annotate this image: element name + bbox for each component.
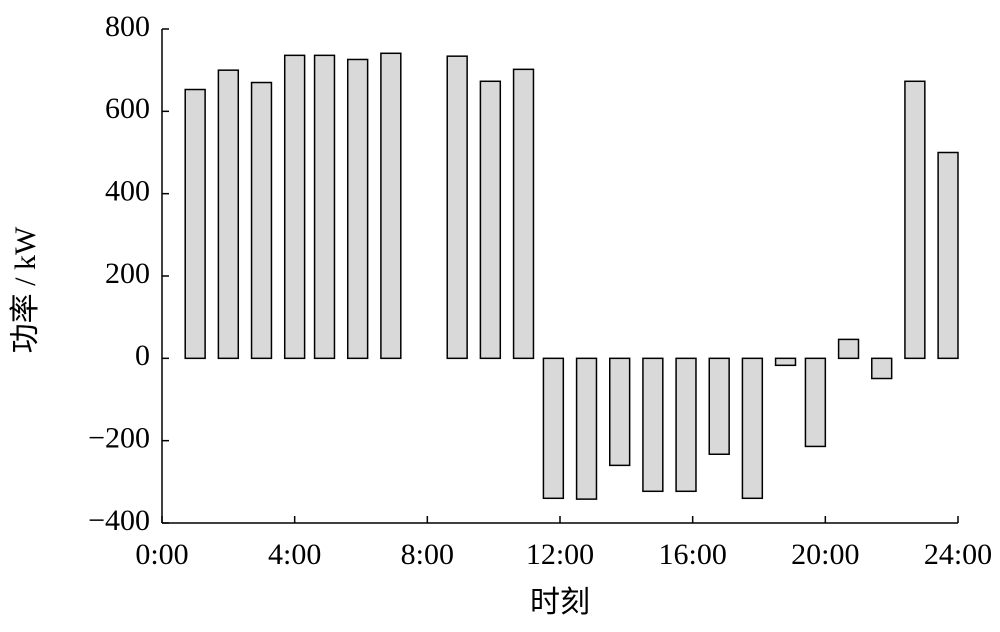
x-tick-label: 12:00 (526, 538, 594, 571)
y-tick-label: 200 (105, 257, 150, 290)
x-axis-label: 时刻 (530, 586, 590, 619)
bar (542, 357, 565, 500)
bar (708, 357, 730, 456)
bar (675, 357, 697, 493)
x-tick-label: 8:00 (401, 538, 454, 571)
y-tick-label: −200 (88, 422, 150, 455)
bar (446, 55, 468, 360)
bar (380, 52, 402, 360)
bar (741, 357, 764, 500)
bar (184, 88, 206, 360)
bar (512, 68, 535, 360)
bar (804, 357, 827, 448)
y-tick-label: 400 (105, 175, 150, 208)
bar (609, 357, 631, 467)
bar (774, 357, 797, 367)
bar (346, 58, 369, 360)
x-tick-label: 0:00 (135, 538, 188, 571)
y-tick-label: 0 (135, 339, 150, 372)
y-tick-label: 600 (105, 92, 150, 125)
x-tick-label: 16:00 (658, 538, 726, 571)
y-tick-label: 800 (105, 10, 150, 43)
bar (313, 54, 336, 360)
bar (871, 357, 893, 380)
bar (575, 357, 598, 500)
y-tick-label: −400 (88, 504, 150, 537)
bar (904, 80, 926, 360)
bar (642, 357, 664, 493)
bar (479, 80, 502, 360)
x-tick-label: 24:00 (924, 538, 992, 571)
bar (217, 69, 240, 360)
x-tick-label: 20:00 (791, 538, 859, 571)
x-tick-label: 4:00 (268, 538, 321, 571)
bar (283, 54, 306, 360)
bar (937, 151, 959, 360)
bar (250, 81, 273, 360)
y-axis-label: 功率 / kW (9, 226, 42, 353)
bar (837, 338, 860, 360)
